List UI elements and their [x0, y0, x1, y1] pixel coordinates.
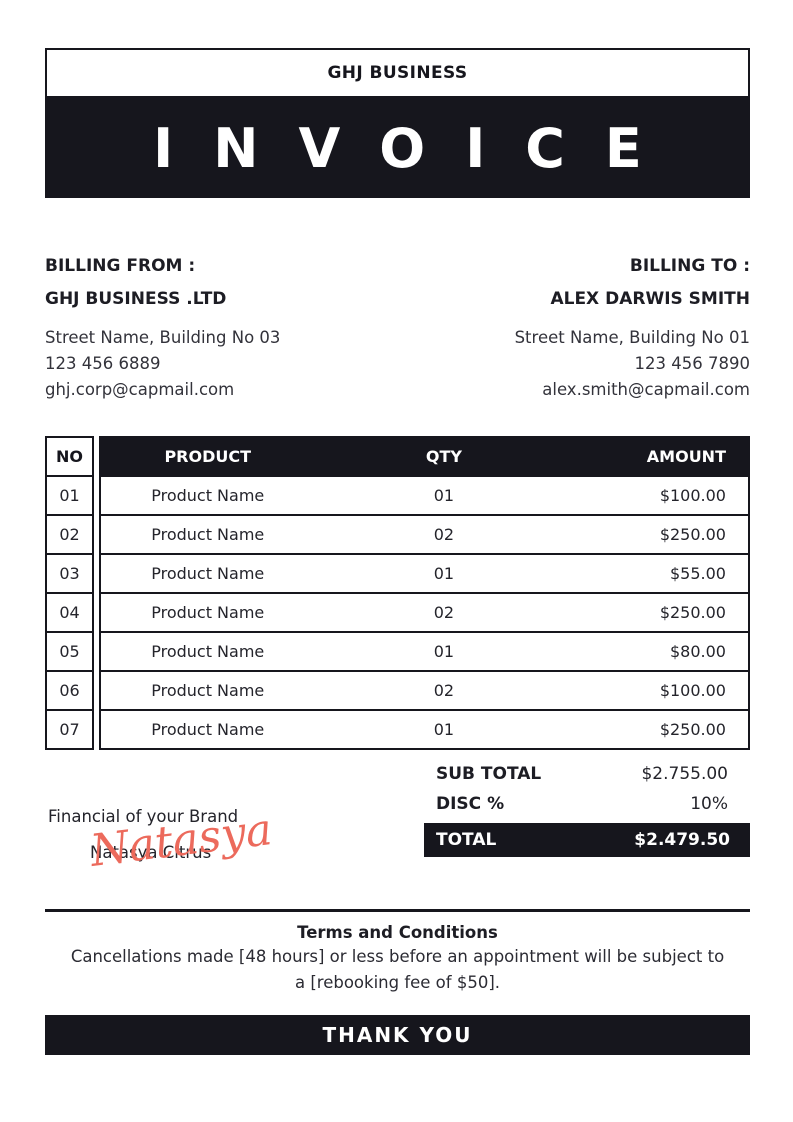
table-row: Product Name 01 $250.00: [99, 709, 750, 750]
row-amount: $80.00: [670, 642, 726, 661]
row-amount: $250.00: [659, 720, 726, 739]
signature-caption: Financial of your Brand: [48, 807, 239, 826]
row-product: Product Name: [151, 720, 265, 739]
total-row: TOTAL $2.479.50: [424, 823, 750, 857]
row-product: Product Name: [151, 525, 265, 544]
total-value: $2.479.50: [634, 830, 730, 850]
items-table-main-columns: PRODUCT QTY AMOUNT Product Name 01 $100.…: [99, 436, 750, 750]
company-name-banner: GHJ BUSINESS: [45, 48, 750, 98]
discount-label: DISC %: [436, 794, 505, 814]
row-qty: 01: [433, 564, 455, 583]
billing-from-phone: 123 456 6889: [45, 354, 161, 373]
billing-from-label: BILLING FROM :: [45, 256, 196, 276]
row-amount: $250.00: [659, 525, 726, 544]
invoice-title-banner: INVOICE: [45, 98, 750, 198]
subtotal-value: $2.755.00: [641, 764, 728, 784]
billing-from-email: ghj.corp@capmail.com: [45, 380, 235, 399]
billing-from-address: Street Name, Building No 03: [45, 328, 281, 347]
column-header-amount: AMOUNT: [646, 447, 726, 466]
company-name: GHJ BUSINESS: [327, 63, 468, 83]
table-row: Product Name 01 $80.00: [99, 631, 750, 672]
row-qty: 01: [433, 720, 455, 739]
discount-row: DISC % 10%: [424, 789, 750, 819]
table-row: Product Name 01 $100.00: [99, 475, 750, 516]
table-header-row: PRODUCT QTY AMOUNT: [99, 436, 750, 477]
table-row: Product Name 02 $100.00: [99, 670, 750, 711]
billing-to-name: ALEX DARWIS SMITH: [550, 289, 750, 309]
thank-you-text: THANK YOU: [322, 1023, 473, 1047]
row-amount: $55.00: [670, 564, 726, 583]
row-amount: $250.00: [659, 603, 726, 622]
row-no: 04: [45, 592, 94, 633]
row-no: 01: [45, 475, 94, 516]
row-no: 06: [45, 670, 94, 711]
row-product: Product Name: [151, 681, 265, 700]
table-row: Product Name 02 $250.00: [99, 514, 750, 555]
row-product: Product Name: [151, 486, 265, 505]
terms-title: Terms and Conditions: [297, 923, 498, 942]
thank-you-banner: THANK YOU: [45, 1015, 750, 1055]
terms-section: Terms and Conditions Cancellations made …: [45, 923, 750, 996]
row-no: 07: [45, 709, 94, 750]
row-amount: $100.00: [659, 486, 726, 505]
row-product: Product Name: [151, 603, 265, 622]
signature-block: Financial of your Brand Natasya Natasya …: [48, 804, 348, 877]
items-table-no-column: NO 01 02 03 04 05 06 07: [45, 436, 94, 750]
row-no: 03: [45, 553, 94, 594]
billing-to-block: BILLING TO : ALEX DARWIS SMITH Street Na…: [515, 250, 750, 403]
row-amount: $100.00: [659, 681, 726, 700]
row-qty: 02: [433, 603, 455, 622]
terms-body: Cancellations made [48 hours] or less be…: [70, 947, 725, 992]
billing-to-label: BILLING TO :: [629, 256, 750, 276]
totals-and-signature-section: SUB TOTAL $2.755.00 DISC % 10% TOTAL $2.…: [45, 759, 750, 877]
row-qty: 01: [433, 642, 455, 661]
billing-to-address: Street Name, Building No 01: [514, 328, 750, 347]
table-row: Product Name 02 $250.00: [99, 592, 750, 633]
row-product: Product Name: [151, 564, 265, 583]
signatory-name: Natasya Citrus: [90, 843, 212, 862]
billing-from-block: BILLING FROM : GHJ BUSINESS .LTD Street …: [45, 250, 280, 403]
discount-value: 10%: [690, 794, 728, 814]
column-header-no: NO: [45, 436, 94, 477]
row-no: 05: [45, 631, 94, 672]
table-row: Product Name 01 $55.00: [99, 553, 750, 594]
items-table: NO 01 02 03 04 05 06 07 PRODUCT QTY AMOU…: [45, 436, 750, 750]
billing-to-phone: 123 456 7890: [634, 354, 750, 373]
row-qty: 02: [433, 681, 455, 700]
subtotal-label: SUB TOTAL: [436, 764, 542, 784]
billing-to-email: alex.smith@capmail.com: [542, 380, 750, 399]
invoice-title: INVOICE: [153, 116, 682, 180]
totals-block: SUB TOTAL $2.755.00 DISC % 10% TOTAL $2.…: [424, 759, 750, 857]
column-header-qty: QTY: [425, 447, 462, 466]
column-header-product: PRODUCT: [164, 447, 252, 466]
billing-section: BILLING FROM : GHJ BUSINESS .LTD Street …: [45, 250, 750, 403]
total-label: TOTAL: [436, 830, 497, 850]
row-qty: 01: [433, 486, 455, 505]
subtotal-row: SUB TOTAL $2.755.00: [424, 759, 750, 789]
footer-divider: [45, 909, 750, 912]
row-product: Product Name: [151, 642, 265, 661]
row-qty: 02: [433, 525, 455, 544]
row-no: 02: [45, 514, 94, 555]
billing-from-name: GHJ BUSINESS .LTD: [45, 289, 227, 309]
